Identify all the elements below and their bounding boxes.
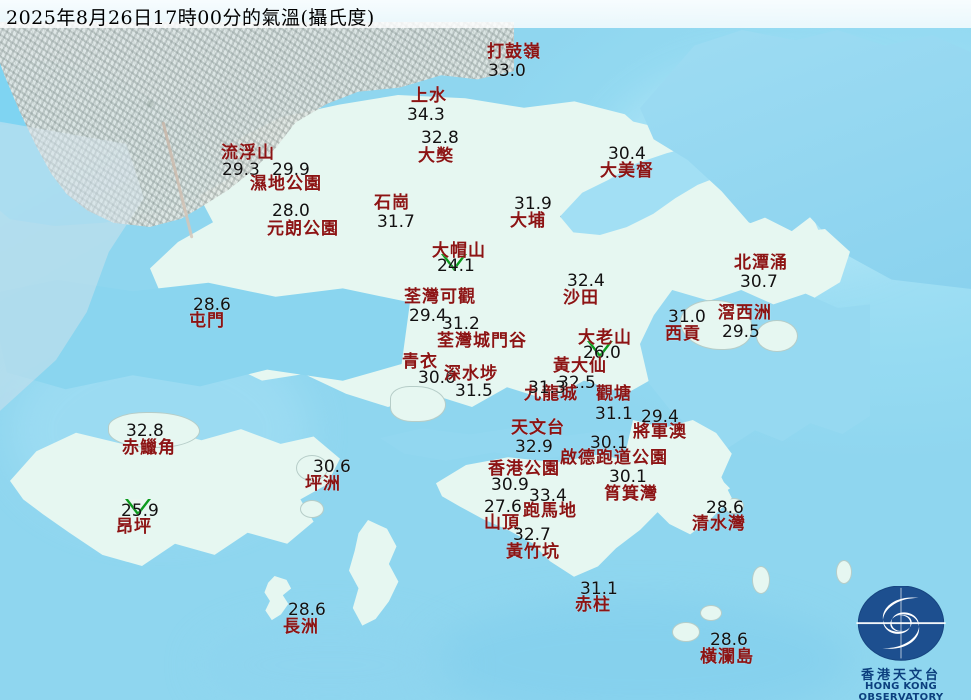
station-name: 流浮山 (221, 143, 275, 163)
station-name: 打鼓嶺 (487, 42, 541, 62)
station-name: 屯門 (189, 311, 225, 331)
station-name: 深水埗 (444, 364, 498, 384)
land-peng-chau (296, 455, 328, 481)
station-temperature: 30.1 (609, 467, 647, 487)
station-name: 北潭涌 (734, 253, 788, 273)
station-name: 大埔 (510, 211, 546, 231)
land-small-island (836, 560, 852, 584)
station-temperature: 31.9 (514, 194, 552, 214)
land-chek-lap-kok (108, 412, 200, 448)
station-name: 九龍城 (524, 384, 578, 404)
station-temperature: 30.4 (608, 144, 646, 164)
station-temperature: 31.3 (528, 378, 566, 398)
station-temperature: 31.5 (455, 381, 493, 401)
station-name: 山頂 (484, 513, 520, 533)
station-name: 坪洲 (305, 474, 341, 494)
page-title: 2025年8月26日17時00分的氣溫(攝氏度) (6, 7, 375, 29)
station-name: 大美督 (600, 161, 654, 181)
station-name: 石崗 (374, 193, 410, 213)
sea-shading (200, 620, 460, 700)
hko-logo-icon (856, 586, 946, 661)
land-small-island (724, 498, 744, 514)
station-temperature: 31.7 (377, 212, 415, 232)
station-name: 大𡚁 (418, 146, 454, 166)
station-name: 赤柱 (575, 595, 611, 615)
station-marker-triangle-icon (125, 499, 151, 516)
land-waglan-island (672, 622, 700, 642)
station-name: 滘西洲 (718, 303, 772, 323)
station-temperature: 29.4 (409, 306, 447, 326)
station-temperature: 31.0 (668, 307, 706, 327)
station-temperature: 32.8 (126, 421, 164, 441)
station-name: 荃灣可觀 (404, 287, 476, 307)
station-name: 筲箕灣 (604, 484, 658, 504)
land-sai-kung-island (680, 300, 752, 350)
station-temperature: 30.9 (491, 475, 529, 495)
station-temperature: 29.3 (222, 160, 260, 180)
station-name: 西貢 (665, 324, 701, 344)
station-temperature: 32.5 (558, 373, 596, 393)
station-name: 天文台 (511, 418, 565, 438)
hko-logo: 香港天文台 HONG KONG OBSERVATORY (846, 586, 956, 700)
land-small-island (300, 500, 324, 518)
station-name: 黃竹坑 (506, 542, 560, 562)
station-temperature: 34.3 (407, 105, 445, 125)
title-bar: 2025年8月26日17時00分的氣溫(攝氏度) (0, 0, 971, 29)
station-temperature: 24.1 (437, 256, 475, 276)
station-temperature: 30.7 (740, 272, 778, 292)
sea-shading (430, 600, 850, 700)
station-name: 荃灣城門谷 (437, 331, 527, 351)
station-temperature: 28.6 (288, 600, 326, 620)
station-name: 沙田 (563, 288, 599, 308)
hko-logo-name-en: HONG KONG OBSERVATORY (858, 681, 944, 700)
station-temperature: 27.6 (484, 497, 522, 517)
station-name: 跑馬地 (523, 501, 577, 521)
station-temperature: 30.1 (590, 433, 628, 453)
land-small-island (700, 605, 722, 621)
station-name: 將軍澳 (633, 422, 687, 442)
station-marker-triangle-icon (441, 254, 467, 271)
station-marker-triangle-icon (587, 341, 613, 358)
station-name: 元朗公園 (267, 219, 339, 239)
station-temperature: 33.0 (488, 61, 526, 81)
station-name: 黃大仙 (553, 356, 607, 376)
station-name: 濕地公園 (250, 174, 322, 194)
station-temperature: 28.6 (710, 630, 748, 650)
station-temperature: 25.9 (121, 501, 159, 521)
station-temperature: 30.6 (313, 457, 351, 477)
station-temperature: 28.0 (272, 201, 310, 221)
station-temperature: 30.6 (418, 368, 456, 388)
station-temperature: 32.9 (515, 437, 553, 457)
station-temperature: 29.5 (722, 322, 760, 342)
station-name: 橫瀾島 (700, 647, 754, 667)
station-temperature: 32.4 (567, 271, 605, 291)
station-name: 昂坪 (116, 517, 152, 537)
station-temperature: 28.6 (706, 498, 744, 518)
station-temperature: 29.9 (272, 160, 310, 180)
station-name: 清水灣 (692, 514, 746, 534)
station-temperature: 33.4 (529, 486, 567, 506)
station-temperature: 26.0 (583, 343, 621, 363)
station-temperature: 32.8 (421, 128, 459, 148)
station-temperature: 28.6 (193, 295, 231, 315)
station-name: 青衣 (402, 352, 438, 372)
station-name: 觀塘 (596, 384, 632, 404)
station-name: 上水 (411, 86, 447, 106)
station-name: 赤鱲角 (122, 438, 176, 458)
station-name: 香港公園 (488, 459, 560, 479)
station-temperature: 31.1 (595, 404, 633, 424)
station-temperature: 29.4 (641, 407, 679, 427)
station-name: 啟德跑道公園 (560, 448, 668, 468)
land-small-island (752, 566, 770, 594)
land-sai-kung-island (756, 320, 798, 352)
station-temperature: 31.1 (580, 579, 618, 599)
station-temperature: 31.2 (442, 314, 480, 334)
station-name: 大帽山 (432, 241, 486, 261)
station-name: 長洲 (283, 617, 319, 637)
station-temperature: 32.7 (513, 525, 551, 545)
hko-logo-name-cn: 香港天文台 (860, 668, 941, 683)
land-tsing-yi (390, 386, 446, 422)
station-name: 大老山 (578, 328, 632, 348)
